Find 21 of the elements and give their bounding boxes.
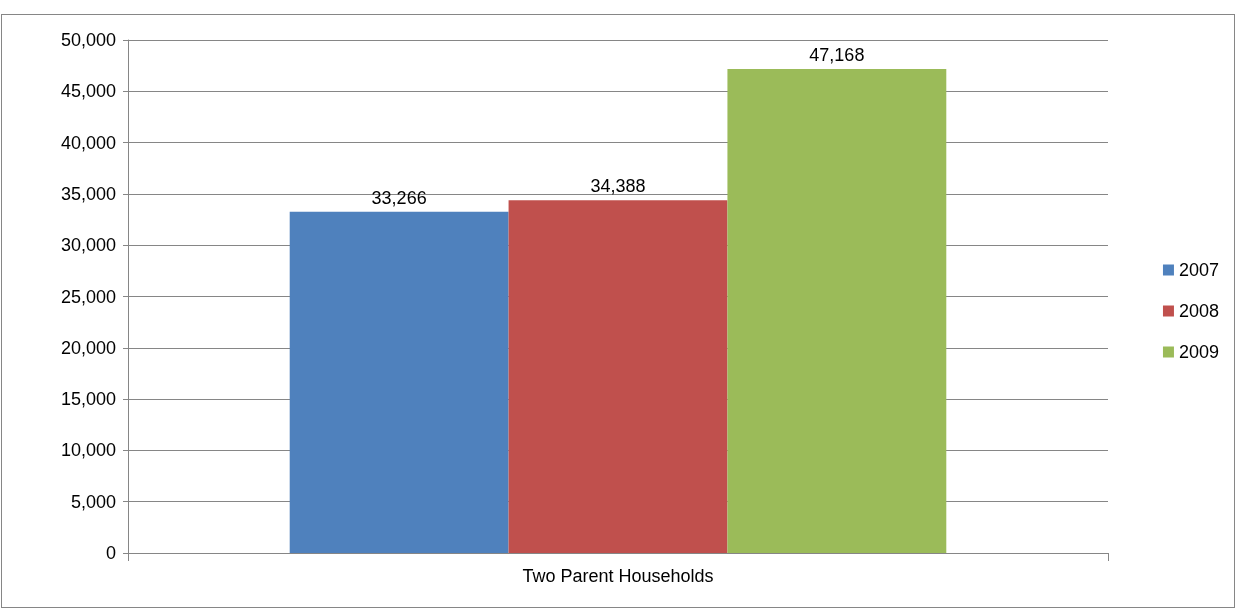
y-tick-label: 25,000 bbox=[60, 286, 116, 307]
data-label: 33,266 bbox=[371, 187, 427, 208]
legend-label: 2009 bbox=[1178, 342, 1219, 362]
y-tick-label: 10,000 bbox=[60, 440, 116, 461]
y-tick-label: 0 bbox=[105, 543, 116, 563]
y-tick-label: 15,000 bbox=[60, 389, 116, 410]
y-tick-label: 45,000 bbox=[60, 81, 116, 102]
legend-label: 2007 bbox=[1178, 260, 1219, 280]
legend-label: 2008 bbox=[1178, 301, 1219, 321]
data-label: 47,168 bbox=[809, 45, 865, 66]
bar bbox=[727, 69, 947, 553]
x-tick-label: Two Parent Households bbox=[522, 566, 714, 586]
y-tick-label: 50,000 bbox=[60, 30, 116, 50]
bar bbox=[289, 211, 509, 553]
bar bbox=[508, 200, 728, 553]
y-tick-label: 35,000 bbox=[60, 183, 116, 204]
y-tick-label: 30,000 bbox=[60, 235, 116, 256]
y-tick-label: 20,000 bbox=[60, 337, 116, 358]
y-tick-label: 5,000 bbox=[70, 491, 116, 512]
data-label: 34,388 bbox=[590, 176, 646, 197]
y-tick-label: 40,000 bbox=[60, 132, 116, 153]
